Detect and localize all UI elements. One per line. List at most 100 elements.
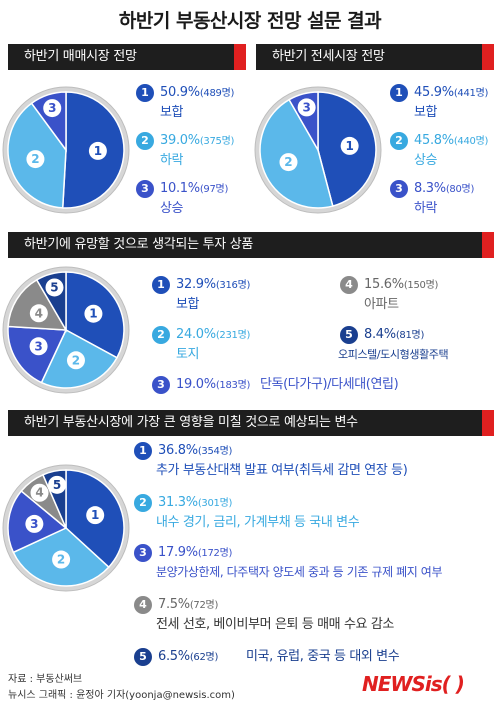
legend-percent: 8.4%	[364, 327, 396, 342]
legend-label: 보합	[176, 297, 200, 312]
pie-slice-badge	[48, 475, 67, 494]
legend-label: 상승	[160, 201, 184, 216]
legend-count: (441명)	[453, 88, 489, 99]
legend-count: (375명)	[199, 136, 235, 147]
pie-slice-badge	[297, 98, 316, 117]
source-text: 자료 : 부동산써브	[8, 674, 83, 685]
legend-number-badge: 4	[340, 276, 358, 294]
pie-slice-2	[259, 98, 334, 209]
pie-slice-number: 4	[35, 486, 43, 500]
legend-number-badge: 4	[134, 596, 152, 614]
pie-chart-4: 1 2 3 45	[2, 464, 130, 592]
legend-count: (301명)	[197, 498, 233, 509]
legend-label: 오피스텔/도시형생활주택	[338, 348, 449, 361]
legend-label: 보합	[414, 105, 438, 120]
legend-count: (72명)	[189, 600, 219, 611]
legend-label: 추가 부동산대책 발표 여부(취득세 감면 연장 등)	[156, 463, 408, 478]
pie-slice-number: 2	[57, 553, 65, 567]
pie-slice-badge	[84, 304, 103, 323]
section-header-sale: 하반기 매매시장 전망	[8, 44, 246, 70]
page-title: 하반기 부동산시장 전망 설문 결과	[118, 10, 382, 32]
legend-number-badge: 5	[340, 326, 358, 344]
legend-number-badge: 1	[390, 84, 408, 102]
pie-slice-number: 2	[31, 152, 39, 166]
legend-count: (62명)	[189, 652, 219, 663]
pie-slice-number: 1	[89, 307, 97, 321]
pie-slice-badge	[66, 351, 85, 370]
legend-percent: 10.1%	[160, 181, 200, 196]
pie-slice-number: 2	[284, 155, 292, 169]
pie-slice-badge	[86, 506, 105, 525]
pie-slice-number: 1	[345, 139, 353, 153]
section-header-variables: 하반기 부동산시장에 가장 큰 영향을 미칠 것으로 예상되는 변수	[8, 410, 494, 436]
legend-percent: 15.6%	[364, 277, 404, 292]
pie-slice-badge	[26, 150, 45, 169]
pie-slice-badge	[52, 550, 71, 569]
legend-number-badge: 2	[134, 494, 152, 512]
section-header-investment: 하반기에 유망할 것으로 생각되는 투자 상품	[8, 232, 494, 258]
pie-slice-number: 3	[48, 101, 56, 115]
pie-slice-badge	[30, 483, 49, 502]
legend-percent: 8.3%	[414, 181, 446, 196]
legend-label: 하락	[414, 201, 438, 216]
legend-count: (172명)	[197, 548, 233, 559]
legend-count: (489명)	[199, 88, 235, 99]
legend-label: 분양가상한제, 다주택자 양도세 중과 등 기존 규제 폐지 여부	[156, 565, 443, 579]
legend-label: 단독(다가구)/다세대(연립)	[260, 377, 399, 392]
pie-slice-number: 5	[50, 280, 58, 294]
pie-slice-number: 3	[302, 100, 310, 114]
legend-count: (81명)	[395, 330, 425, 341]
pie-slice-badge	[25, 514, 44, 533]
legend-label: 토지	[176, 347, 200, 362]
pie-chart-2: 1 2 3	[254, 86, 382, 214]
section-header-jeonse: 하반기 전세시장 전망	[256, 44, 494, 70]
legend-number-badge: 5	[134, 648, 152, 666]
legend-label: 아파트	[364, 297, 399, 312]
legend-percent: 7.5%	[158, 597, 190, 612]
pie-slice-badge	[279, 153, 298, 172]
pie-slice-badge	[88, 141, 107, 160]
pie-slice-number: 3	[34, 339, 42, 353]
pie-slice-badge	[43, 99, 62, 118]
legend-number-badge: 3	[136, 180, 154, 198]
legend-count: (183명)	[215, 380, 251, 391]
legend-label: 내수 경기, 금리, 가계부채 등 국내 변수	[156, 515, 360, 530]
legend-label: 하락	[160, 153, 184, 168]
legend-percent: 39.0%	[160, 133, 200, 148]
pie-slice-number: 1	[94, 144, 102, 158]
pie-slice-badge	[45, 278, 64, 297]
legend-number-badge: 1	[134, 442, 152, 460]
legend-number-badge: 3	[152, 376, 170, 394]
legend-number-badge: 3	[134, 544, 152, 562]
legend-count: (231명)	[215, 330, 251, 341]
pie-slice-number: 4	[35, 306, 43, 320]
legend-percent: 24.0%	[176, 327, 216, 342]
newsis-logo: NEWSis( )	[362, 672, 465, 696]
legend-percent: 45.8%	[414, 133, 454, 148]
legend-percent: 50.9%	[160, 85, 200, 100]
legend-percent: 17.9%	[158, 545, 198, 560]
legend-label: 보합	[160, 105, 184, 120]
legend-percent: 45.9%	[414, 85, 454, 100]
legend-label: 전세 선호, 베이비부머 은퇴 등 매매 수요 감소	[156, 617, 394, 632]
pie-chart-1: 1 2 3	[2, 86, 130, 214]
pie-slice-number: 5	[53, 478, 61, 492]
pie-slice-number: 2	[72, 353, 80, 367]
legend-count: (440명)	[453, 136, 489, 147]
legend-percent: 6.5%	[158, 649, 190, 664]
legend-number-badge: 2	[152, 326, 170, 344]
legend-count: (354명)	[197, 446, 233, 457]
legend-count: (97명)	[199, 184, 229, 195]
legend-percent: 32.9%	[176, 277, 216, 292]
legend-label: 상승	[414, 153, 438, 168]
pie-slice-number: 1	[91, 508, 99, 522]
credit-text: 뉴시스 그래픽 : 윤정아 기자(yoonja@newsis.com)	[8, 690, 235, 701]
legend-label: 미국, 유럽, 중국 등 대외 변수	[246, 649, 400, 664]
legend-number-badge: 3	[390, 180, 408, 198]
legend-number-badge: 1	[136, 84, 154, 102]
pie-slice-badge	[29, 304, 48, 323]
pie-slice-badge	[29, 337, 48, 356]
legend-percent: 31.3%	[158, 495, 198, 510]
pie-chart-3: 1 2 3 45	[2, 266, 130, 394]
